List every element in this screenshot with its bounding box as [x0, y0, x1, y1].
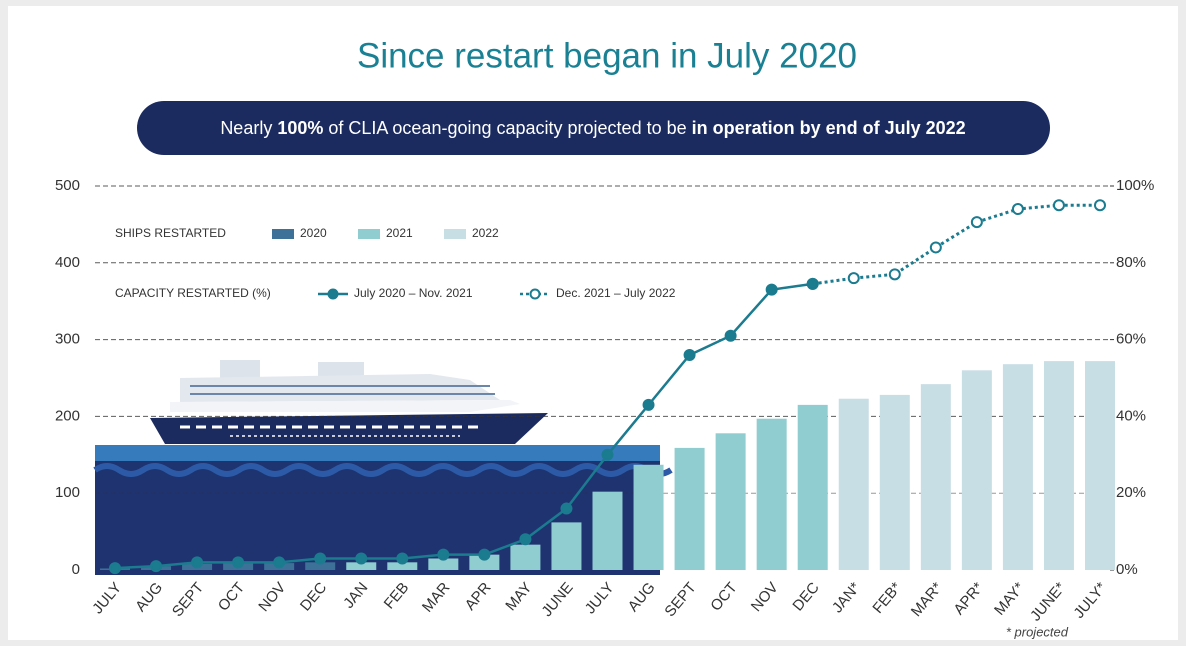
banner-part: 100% — [277, 118, 323, 138]
bar — [510, 544, 541, 570]
y-tick-label: 0 — [72, 561, 80, 578]
legend-swatch — [358, 229, 380, 239]
bar — [387, 562, 418, 570]
y2-tick-label: 0% — [1116, 561, 1138, 578]
ship — [150, 360, 548, 444]
line-marker — [847, 272, 860, 285]
bar — [551, 522, 582, 570]
y2-tick-label: 20% — [1116, 484, 1146, 501]
y2-tick-label: 60% — [1116, 331, 1146, 348]
bar — [346, 562, 377, 570]
line-marker — [1094, 199, 1106, 212]
line — [114, 282, 813, 570]
legend-label: Dec. 2021 – July 2022 — [556, 286, 676, 300]
legend-swatch — [272, 229, 294, 239]
line-marker — [724, 329, 737, 342]
bar — [305, 562, 336, 570]
line-marker — [642, 398, 655, 411]
bar — [756, 418, 787, 570]
bar — [592, 491, 623, 570]
bar — [920, 384, 951, 570]
line — [812, 203, 1100, 286]
y-tick-label: 400 — [55, 254, 80, 271]
line-marker — [478, 548, 491, 561]
line-marker — [1052, 199, 1065, 212]
line-marker — [601, 448, 614, 461]
legend-label: 2020 — [300, 226, 327, 240]
banner-text: Nearly 100% of CLIA ocean-going capacity… — [220, 118, 965, 138]
line-marker — [109, 562, 121, 575]
legend-label: 2021 — [386, 226, 413, 240]
banner-part: in operation by end of July 2022 — [692, 118, 966, 138]
line-marker — [765, 283, 778, 296]
line-marker — [232, 556, 245, 569]
banner — [137, 101, 1050, 155]
y2-tick-label: 100% — [1116, 177, 1154, 194]
line-marker — [683, 348, 696, 361]
bar — [961, 370, 992, 570]
bar — [428, 558, 459, 570]
y-tick-label: 500 — [55, 177, 80, 194]
y-tick-label: 300 — [55, 331, 80, 348]
line-marker — [560, 502, 573, 515]
line-marker — [396, 552, 409, 565]
line-marker — [1011, 203, 1024, 216]
bar — [1002, 364, 1033, 570]
legend-title: SHIPS RESTARTED — [115, 226, 226, 240]
line-marker — [355, 552, 368, 565]
y2-tick-label: 80% — [1116, 254, 1146, 271]
legend-marker — [529, 288, 541, 300]
legend-label: 2022 — [472, 226, 499, 240]
bar — [797, 404, 828, 570]
footnote: * projected — [1006, 624, 1069, 639]
y2-tick-label: 40% — [1116, 407, 1146, 424]
bar — [838, 398, 869, 570]
banner-part: of CLIA ocean-going capacity projected t… — [323, 118, 691, 138]
line-marker — [888, 268, 901, 281]
banner-part: Nearly — [220, 118, 277, 138]
y-tick-label: 200 — [55, 407, 80, 424]
bar — [674, 447, 705, 570]
line-marker — [150, 560, 163, 573]
bar — [1085, 361, 1115, 570]
legend-title: CAPACITY RESTARTED (%) — [115, 286, 271, 300]
bar — [879, 394, 910, 570]
line-marker — [273, 556, 286, 569]
line-marker — [929, 241, 942, 254]
line-marker — [437, 548, 450, 561]
bar — [715, 433, 746, 570]
chart-title: Since restart began in July 2020 — [357, 36, 857, 75]
line-marker — [806, 277, 819, 290]
legend-label: July 2020 – Nov. 2021 — [354, 286, 473, 300]
bar — [1043, 361, 1074, 570]
bar — [633, 464, 664, 570]
y-tick-label: 100 — [55, 484, 80, 501]
line-marker — [191, 556, 204, 569]
legend-swatch — [444, 229, 466, 239]
ocean — [93, 445, 673, 575]
line-marker — [519, 533, 532, 546]
legend-marker — [327, 288, 339, 300]
bar — [469, 554, 500, 570]
line-marker — [314, 552, 327, 565]
line-marker — [970, 216, 983, 229]
